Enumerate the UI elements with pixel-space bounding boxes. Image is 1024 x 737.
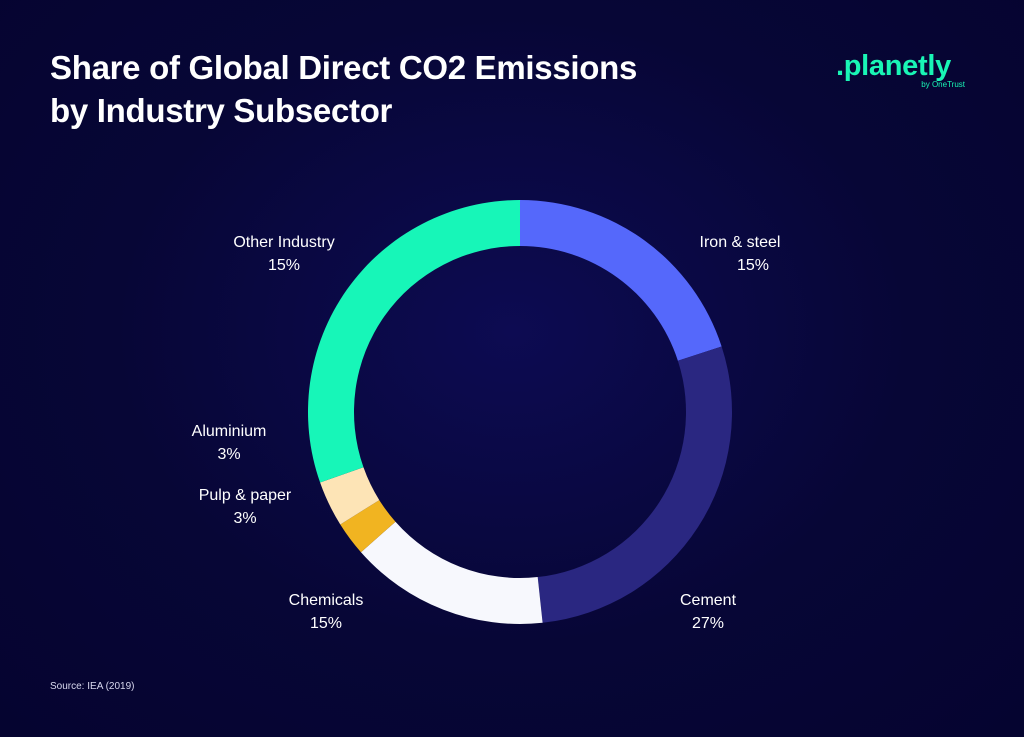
label-other-industry-name: Other Industry [233,234,334,251]
chart-title: Share of Global Direct CO2 Emissions by … [50,49,638,129]
label-cement-value: 27% [692,615,724,632]
label-pulp-paper-name: Pulp & paper [199,487,292,504]
label-iron-steel-name: Iron & steel [700,234,781,251]
label-iron-steel-value: 15% [737,257,769,274]
slice-other-industry [307,200,520,483]
slice-labels: Iron & steel 15% Cement 27% Chemicals 15… [192,234,781,632]
label-chemicals-value: 15% [310,615,342,632]
label-aluminium-value: 3% [217,446,240,463]
donut-slices [307,200,732,624]
label-pulp-paper-value: 3% [233,510,256,527]
source-note: Source: IEA (2019) [50,681,135,692]
label-other-industry-value: 15% [268,257,300,274]
slice-cement [537,346,732,623]
label-aluminium-name: Aluminium [192,423,267,440]
slice-aluminium [320,467,380,525]
logo-tagline: by OneTrust [921,80,965,89]
slice-iron-steel [520,200,722,361]
label-chemicals-name: Chemicals [289,592,364,609]
logo-wordmark: .planetly [836,50,951,82]
label-cement-name: Cement [680,592,737,609]
slice-pulp-paper [340,500,396,553]
planetly-logo: .planetly by OneTrust [836,50,976,96]
slice-chemicals [360,521,543,624]
